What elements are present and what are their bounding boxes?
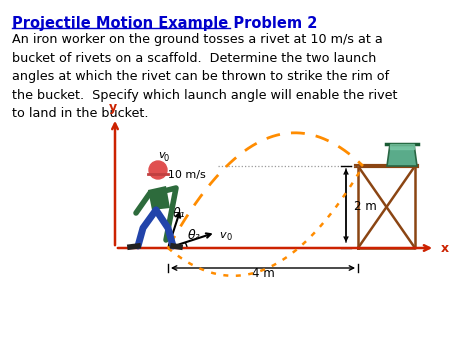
Text: θ₂: θ₂ — [188, 229, 201, 242]
Circle shape — [149, 161, 167, 179]
Text: Projectile Motion Example Problem 2: Projectile Motion Example Problem 2 — [12, 16, 317, 31]
Text: 2 m: 2 m — [354, 200, 377, 214]
Text: 4 m: 4 m — [252, 267, 274, 280]
Text: x: x — [441, 241, 449, 255]
Polygon shape — [148, 186, 170, 210]
Text: y: y — [109, 101, 117, 114]
Text: An iron worker on the ground tosses a rivet at 10 m/s at a
bucket of rivets on a: An iron worker on the ground tosses a ri… — [12, 33, 397, 120]
Text: v: v — [220, 230, 226, 240]
Text: v: v — [158, 150, 165, 160]
Text: 0: 0 — [226, 233, 232, 242]
Polygon shape — [390, 144, 414, 149]
Text: θ₁: θ₁ — [173, 207, 185, 220]
Text: 0: 0 — [164, 154, 169, 163]
Text: = 10 m/s: = 10 m/s — [155, 170, 206, 180]
Polygon shape — [387, 144, 417, 166]
